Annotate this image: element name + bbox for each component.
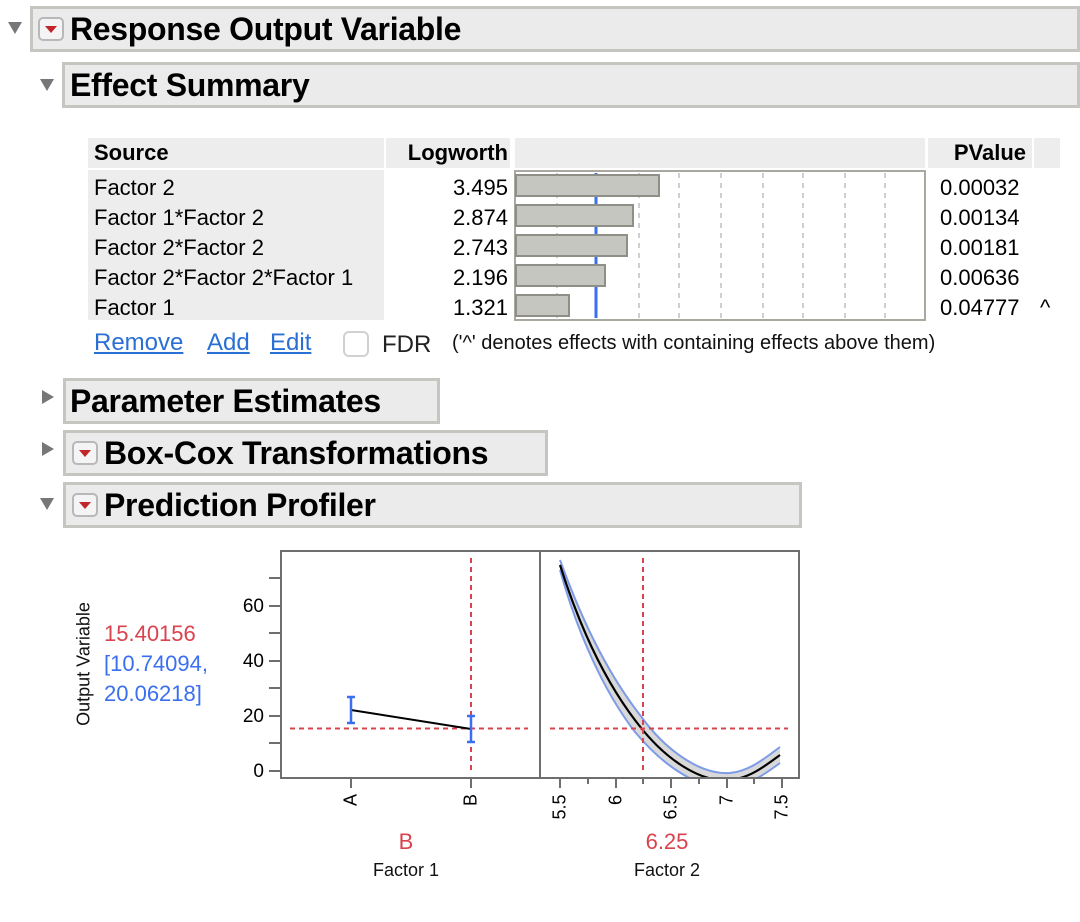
confidence-interval-upper: 20.06218]: [104, 681, 202, 706]
factor2-plot-frame: [539, 550, 800, 779]
fdr-label: FDR: [382, 331, 432, 358]
expand-triangle-icon[interactable]: [42, 442, 54, 456]
factor1-current-value[interactable]: B: [398, 829, 414, 854]
column-header-pvalue[interactable]: PValue: [928, 138, 1032, 168]
x-tick-label: 6: [605, 794, 626, 806]
row-pvalue: 0.00636: [940, 265, 1020, 290]
y-tick-label: 40: [242, 651, 264, 672]
collapse-triangle-icon[interactable]: [40, 498, 54, 510]
outline-header-effect-summary: [62, 62, 1080, 108]
x-tick-label: A: [340, 793, 361, 807]
red-triangle-menu-icon[interactable]: [72, 493, 98, 517]
red-triangle-menu-icon[interactable]: [72, 441, 98, 465]
section-title-prediction-profiler: Prediction Profiler: [104, 487, 376, 523]
factor1-profile: [290, 558, 528, 771]
section-title-box-cox[interactable]: Box-Cox Transformations: [104, 435, 489, 471]
prediction-curve: [558, 564, 781, 777]
remove-link[interactable]: Remove: [94, 329, 184, 356]
row-pvalue: 0.04777: [940, 295, 1020, 320]
x-tick-label: 7.5: [771, 794, 792, 820]
y-tick-label: 20: [242, 706, 264, 727]
outline-header-box-cox: [63, 430, 548, 476]
gridlines: [556, 173, 886, 318]
factor2-current-value[interactable]: 6.25: [645, 829, 689, 854]
prediction-profiler-plots: [269, 550, 800, 788]
x-tick-label: B: [460, 793, 481, 807]
bar-factor1-factor2: [515, 204, 634, 227]
red-triangle-menu-icon[interactable]: [38, 17, 64, 41]
predicted-value[interactable]: 15.40156: [104, 621, 196, 646]
x-tick-label: 6.5: [660, 794, 681, 820]
column-header-logworth[interactable]: Logworth: [386, 138, 510, 168]
row-pvalue: 0.00134: [940, 205, 1020, 230]
y-tick-label: 0: [253, 761, 264, 782]
factor2-name: Factor 2: [633, 860, 701, 880]
confidence-band: [560, 560, 780, 777]
row-logworth: 2.196: [452, 265, 508, 290]
column-header-bar: [515, 138, 925, 168]
expand-triangle-icon[interactable]: [42, 390, 54, 404]
factor1-name: Factor 1: [372, 860, 440, 880]
y-axis-label: Output Variable: [73, 602, 94, 726]
y-axis-ticks: [269, 577, 281, 772]
report-title: Response Output Variable: [70, 11, 462, 47]
row-source: Factor 2*Factor 2: [94, 235, 264, 260]
bar-factor-1: [515, 294, 570, 317]
add-link[interactable]: Add: [207, 329, 250, 356]
row-pvalue: 0.00181: [940, 235, 1020, 260]
outline-header-parameter-estimates: [63, 378, 440, 424]
section-title-effect-summary: Effect Summary: [70, 67, 310, 103]
row-source: Factor 1: [94, 295, 175, 320]
logworth-bar-chart: [514, 170, 926, 321]
row-logworth: 2.874: [452, 205, 508, 230]
fdr-checkbox[interactable]: [343, 331, 369, 357]
bar-factor-2: [515, 174, 660, 197]
row-logworth: 1.321: [452, 295, 508, 320]
section-title-parameter-estimates[interactable]: Parameter Estimates: [70, 383, 381, 419]
row-source: Factor 2: [94, 175, 175, 200]
column-header-source[interactable]: Source: [88, 138, 384, 168]
collapse-triangle-icon[interactable]: [8, 22, 22, 34]
row-logworth: 3.495: [452, 175, 508, 200]
edit-link[interactable]: Edit: [270, 329, 312, 356]
confidence-interval-lower: [10.74094,: [104, 651, 208, 676]
factor1-plot-frame: [280, 550, 541, 779]
x-tick-label: 7: [716, 794, 737, 806]
outline-header-response: [30, 6, 1080, 52]
factor2-profile: [550, 558, 788, 777]
row-flag: ^: [1040, 295, 1051, 320]
containing-effects-note: ('^' denotes effects with containing eff…: [452, 332, 936, 354]
row-source: Factor 2*Factor 2*Factor 1: [94, 265, 354, 290]
y-tick-label: 60: [242, 596, 264, 617]
row-logworth: 2.743: [452, 235, 508, 260]
x-tick-label: 5.5: [549, 794, 570, 820]
x-axis-ticks: [350, 778, 783, 788]
ci-error-bars: [347, 695, 475, 744]
row-source: Factor 1*Factor 2: [94, 205, 264, 230]
bar-factor2-factor2: [515, 234, 628, 257]
column-header-flag: [1034, 138, 1060, 168]
source-column-background: [88, 170, 384, 320]
bar-factor2-factor2-factor1: [515, 264, 606, 287]
collapse-triangle-icon[interactable]: [40, 79, 54, 91]
row-pvalue: 0.00032: [940, 175, 1020, 200]
outline-header-prediction-profiler: [63, 482, 802, 528]
